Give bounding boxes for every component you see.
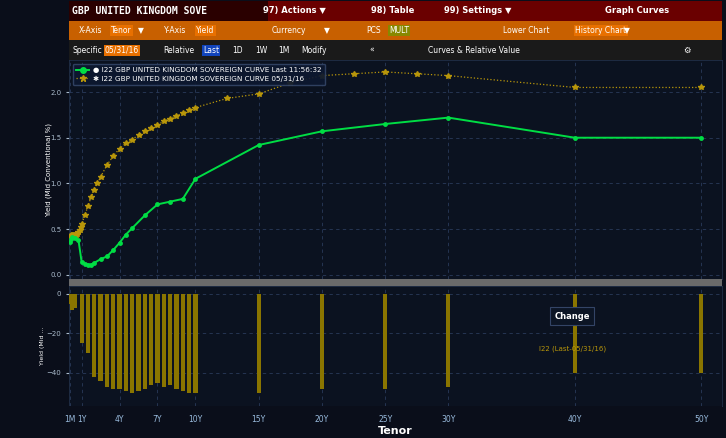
Bar	[573, 294, 577, 373]
Text: Specific: Specific	[72, 46, 102, 55]
Bar	[383, 294, 387, 389]
Text: 4Y: 4Y	[115, 415, 124, 424]
Text: I22 (Last-05/31/16): I22 (Last-05/31/16)	[539, 345, 605, 352]
Text: 10Y: 10Y	[188, 415, 203, 424]
Text: Y-Axis: Y-Axis	[164, 26, 186, 35]
Text: 1D: 1D	[232, 46, 243, 55]
Text: ⚙: ⚙	[683, 46, 690, 55]
Text: «: «	[370, 46, 375, 55]
Bar	[155, 294, 160, 383]
Text: 97) Actions ▼: 97) Actions ▼	[263, 6, 326, 15]
Bar	[70, 294, 74, 310]
Text: 30Y: 30Y	[441, 415, 455, 424]
Bar	[123, 294, 128, 391]
Text: 7Y: 7Y	[152, 415, 162, 424]
Bar	[268, 1, 722, 21]
Bar	[86, 294, 90, 353]
Text: 99) Settings ▼: 99) Settings ▼	[444, 6, 511, 15]
Bar	[256, 294, 261, 392]
Text: Curves & Relative Value: Curves & Relative Value	[428, 46, 521, 55]
Text: Tenor: Tenor	[378, 426, 413, 435]
Bar	[181, 294, 185, 391]
Bar	[162, 294, 166, 387]
Text: History Chart: History Chart	[576, 26, 627, 35]
Bar	[174, 294, 179, 389]
Text: ▼: ▼	[324, 26, 330, 35]
Bar	[73, 294, 78, 307]
Bar	[92, 294, 97, 377]
Bar	[168, 294, 172, 385]
Text: 25Y: 25Y	[378, 415, 392, 424]
Y-axis label: Yield (Mid ...: Yield (Mid ...	[40, 327, 45, 365]
Text: Last: Last	[203, 46, 219, 55]
Text: 1M: 1M	[65, 415, 76, 424]
Text: 98) Table: 98) Table	[371, 6, 414, 15]
Bar	[319, 294, 324, 389]
Bar	[111, 294, 115, 389]
Text: MULT: MULT	[389, 26, 409, 35]
Text: PCS: PCS	[367, 26, 381, 35]
Bar	[118, 294, 122, 389]
Text: Change: Change	[555, 311, 590, 321]
Text: 40Y: 40Y	[568, 415, 582, 424]
Bar	[68, 294, 72, 304]
Text: Lower Chart: Lower Chart	[504, 26, 550, 35]
Text: Yield: Yield	[196, 26, 215, 35]
Bar	[105, 294, 109, 387]
Text: ▼: ▼	[624, 26, 630, 35]
Text: X-Axis: X-Axis	[78, 26, 102, 35]
Text: ▼: ▼	[138, 26, 144, 35]
Bar	[130, 294, 134, 392]
Text: 1M: 1M	[278, 46, 290, 55]
Text: Relative: Relative	[164, 46, 195, 55]
Text: Tenor: Tenor	[112, 26, 132, 35]
Legend: ● I22 GBP UNITED KINGDOM SOVEREIGN CURVE Last 11:56:32, ✱ I22 GBP UNITED KINGDOM: ● I22 GBP UNITED KINGDOM SOVEREIGN CURVE…	[73, 64, 325, 85]
Bar	[99, 294, 102, 381]
Text: Modify: Modify	[301, 46, 327, 55]
Y-axis label: Yield (Mid Conventional %): Yield (Mid Conventional %)	[46, 123, 52, 217]
Text: GBP UNITED KINGDOM SOVE: GBP UNITED KINGDOM SOVE	[72, 6, 208, 16]
Text: Graph Curves: Graph Curves	[605, 6, 669, 15]
Bar	[193, 294, 197, 392]
Text: 05/31/16: 05/31/16	[105, 46, 139, 55]
Text: 1Y: 1Y	[77, 415, 86, 424]
Text: 15Y: 15Y	[251, 415, 266, 424]
Bar	[446, 294, 450, 387]
Bar	[69, 1, 268, 21]
Bar	[187, 294, 191, 392]
Text: Currency: Currency	[272, 26, 306, 35]
Bar	[143, 294, 147, 389]
Text: 20Y: 20Y	[315, 415, 329, 424]
Bar	[699, 294, 703, 373]
Bar	[80, 294, 83, 343]
Bar	[136, 294, 141, 391]
Text: 1W: 1W	[256, 46, 267, 55]
Text: 50Y: 50Y	[694, 415, 709, 424]
Bar	[149, 294, 153, 385]
